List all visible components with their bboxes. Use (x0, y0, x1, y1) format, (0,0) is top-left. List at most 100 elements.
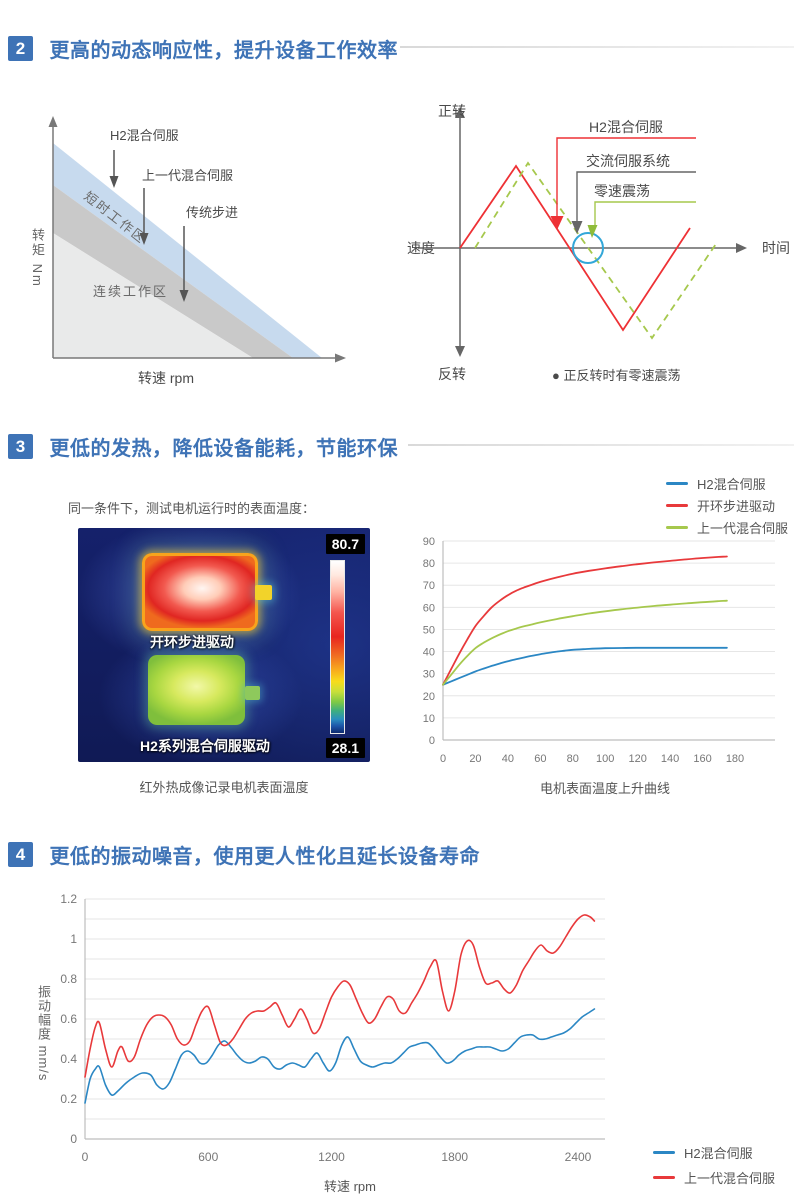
max-temperature-value: 80.7 (325, 534, 365, 554)
thermal-caption: 红外热成像记录电机表面温度 (139, 780, 309, 795)
legend-item: 上一代混合伺服 (653, 1165, 775, 1190)
vibration-chart: 0 0.2 0.4 0.6 0.8 1 1.2 0 600 1200 1800 2400 (60, 892, 605, 1164)
h2-waveform-label: H2混合伺服 (589, 119, 663, 135)
prev-gen-arrowhead (139, 233, 149, 245)
vibration-x-axis-label: 转速 rpm (323, 1179, 376, 1194)
stepper-arrowhead (179, 290, 189, 302)
svg-text:0.2: 0.2 (60, 1092, 77, 1106)
h2-servo-waveform (459, 164, 691, 332)
down-arrowhead (455, 346, 465, 357)
h2-arrowhead (109, 176, 119, 188)
torque-y-axis-label: 转矩 Nm (30, 228, 45, 288)
section-2-header: 2 更高的动态响应性，提升设备工作效率 (8, 34, 800, 62)
reverse-label: 反转 (438, 366, 466, 382)
svg-text:70: 70 (423, 580, 435, 592)
section-2-badge: 2 (8, 36, 33, 61)
legend-label: H2混合伺服 (684, 1146, 753, 1161)
torque-speed-region-diagram: 短时工作区 连续工作区 H2混合伺服 上一代混合伺服 传统步进 转速 rpm (48, 116, 346, 386)
svg-text:1: 1 (70, 932, 77, 946)
svg-text:160: 160 (693, 753, 711, 765)
vibration-chart-legend: H2混合伺服 上一代混合伺服 (653, 1140, 775, 1190)
thermal-colorbar (330, 560, 345, 734)
continuous-duty-region (53, 233, 253, 358)
section-3-header: 3 更低的发热，降低设备能耗，节能环保 (8, 432, 800, 460)
x-axis-arrowhead (335, 353, 346, 363)
svg-text:80: 80 (567, 753, 579, 765)
ac-servo-waveform (474, 161, 719, 340)
svg-text:30: 30 (423, 669, 435, 681)
right-arrowhead (736, 243, 747, 253)
svg-text:10: 10 (423, 713, 435, 725)
svg-text:1800: 1800 (441, 1150, 468, 1164)
legend-label: 开环步进驱动 (697, 498, 776, 514)
legend-item: H2混合伺服 (666, 472, 788, 494)
vibration-y-axis-label: 振动幅度 mm/s (36, 985, 51, 1082)
min-temperature-value: 28.1 (325, 738, 365, 758)
svg-text:0: 0 (82, 1150, 89, 1164)
legend-label: H2混合伺服 (697, 476, 766, 492)
ac-servo-label: 交流伺服系统 (586, 153, 670, 169)
h2-hybrid-servo-label: H2混合伺服 (110, 128, 179, 143)
zero-leader-arrowhead (587, 225, 598, 238)
legend-label: 上一代混合伺服 (697, 520, 789, 536)
h2-leader-arrowhead (550, 216, 564, 230)
legend-item: H2混合伺服 (653, 1140, 775, 1165)
svg-text:0.8: 0.8 (60, 972, 77, 986)
section-2-title: 更高的动态响应性，提升设备工作效率 (49, 40, 398, 62)
svg-text:60: 60 (534, 753, 546, 765)
svg-text:40: 40 (423, 647, 435, 659)
svg-text:180: 180 (726, 753, 744, 765)
svg-text:140: 140 (661, 753, 679, 765)
svg-text:1.2: 1.2 (60, 892, 77, 906)
oscillation-note: ● 正反转时有零速震荡 (552, 368, 680, 383)
speed-time-oscillation-diagram: H2混合伺服 交流伺服系统 零速震荡 正转 反转 速度 时间 ● 正反转时有零速… (407, 103, 790, 383)
h2-series-chip (653, 1151, 675, 1154)
svg-text:80: 80 (423, 558, 435, 570)
svg-text:60: 60 (423, 602, 435, 614)
svg-text:0: 0 (429, 735, 435, 747)
svg-text:0.6: 0.6 (60, 1012, 77, 1026)
svg-text:600: 600 (198, 1150, 218, 1164)
svg-text:100: 100 (596, 753, 614, 765)
y-axis-arrowhead (48, 116, 58, 127)
time-label: 时间 (762, 240, 790, 256)
svg-text:0.4: 0.4 (60, 1052, 77, 1066)
legend-item: 上一代混合伺服 (666, 516, 788, 538)
svg-text:0: 0 (70, 1132, 77, 1146)
temperature-chart-legend: H2混合伺服 开环步进驱动 上一代混合伺服 (666, 472, 788, 538)
svg-text:2400: 2400 (565, 1150, 592, 1164)
short-duty-band (53, 143, 322, 358)
section-4-badge: 4 (8, 842, 33, 867)
thermal-intro-text: 同一条件下，测试电机运行时的表面温度： (68, 501, 316, 516)
speed-label: 速度 (407, 240, 435, 256)
zero-oscillation-circle (572, 232, 604, 264)
ac-leader-arrowhead (571, 221, 583, 234)
up-arrowhead (455, 107, 465, 118)
zero-leader-line (594, 201, 696, 226)
forward-label: 正转 (438, 103, 466, 119)
servo-motor-label: H2系列混合伺服驱动 (140, 738, 270, 754)
prev-gen-series-chip (653, 1176, 675, 1179)
legend-label: 上一代混合伺服 (684, 1171, 776, 1186)
thermal-image: 开环步进驱动 H2系列混合伺服驱动 80.7 28.1 (78, 528, 370, 762)
svg-text:0: 0 (440, 753, 446, 765)
section-3-badge: 3 (8, 434, 33, 459)
section-4-header: 4 更低的振动噪音，使用更人性化且延长设备寿命 (8, 840, 800, 868)
torque-x-axis-label: 转速 rpm (138, 370, 194, 386)
svg-text:90: 90 (423, 536, 435, 548)
section-3-divider-line (408, 444, 794, 446)
svg-text:1200: 1200 (318, 1150, 345, 1164)
continuous-duty-label: 连续工作区 (93, 284, 168, 299)
prev-gen-servo-label: 上一代混合伺服 (142, 168, 233, 183)
open-loop-series-chip (666, 503, 688, 507)
section-4-title: 更低的振动噪音，使用更人性化且延长设备寿命 (49, 846, 480, 868)
stepper-motor-label: 开环步进驱动 (150, 634, 234, 650)
temperature-rise-chart: 0 10 20 30 40 50 60 70 80 90 0 20 40 60 80 100 120 140 160… (423, 536, 775, 765)
temperature-chart-caption: 电机表面温度上升曲线 (539, 781, 670, 796)
zero-oscillation-label: 零速震荡 (594, 183, 650, 199)
traditional-stepper-label: 传统步进 (186, 205, 238, 220)
section-2-divider-line (400, 46, 794, 48)
svg-text:20: 20 (469, 753, 481, 765)
svg-text:40: 40 (502, 753, 514, 765)
